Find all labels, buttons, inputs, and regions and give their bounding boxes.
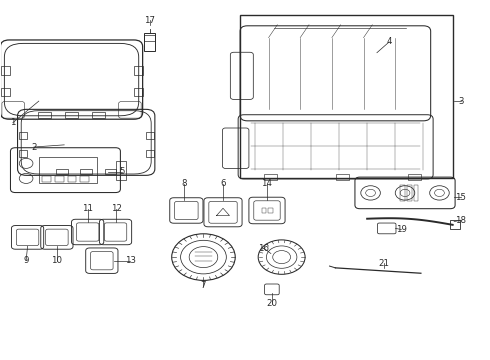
Text: 14: 14 [262,179,272,188]
Text: 5: 5 [119,167,124,176]
Bar [134,66,143,75]
Bar [55,176,64,182]
Text: 20: 20 [267,299,277,308]
Text: 6: 6 [220,179,226,188]
Bar [336,174,349,180]
Bar [80,176,89,182]
Bar [42,176,51,182]
Bar [146,149,154,157]
Text: 8: 8 [181,179,187,188]
Bar [400,185,405,201]
Text: 13: 13 [124,256,136,265]
Text: 11: 11 [82,204,93,213]
Bar [268,208,272,213]
Text: 9: 9 [24,256,29,265]
Bar [19,132,27,139]
Text: 2: 2 [31,143,37,152]
Text: 4: 4 [387,37,392,46]
Bar [19,149,27,157]
Bar [38,112,51,118]
Text: 1: 1 [10,118,16,127]
Bar [240,15,453,178]
Text: 3: 3 [458,96,464,105]
Bar [145,35,155,41]
Text: 10: 10 [51,256,62,265]
Text: 7: 7 [201,281,206,290]
Bar [1,66,10,75]
Bar [65,112,78,118]
Bar [105,168,117,174]
Bar [68,176,76,182]
Bar [450,220,460,229]
Text: 18: 18 [456,216,466,225]
Bar [92,112,105,118]
Bar [56,168,68,174]
Bar [408,174,421,180]
Bar [116,161,126,180]
Text: 21: 21 [379,259,390,268]
Text: 16: 16 [258,244,269,253]
Text: 17: 17 [144,16,155,25]
Bar [146,132,154,139]
Bar [414,185,418,201]
Bar [262,208,266,213]
Bar [80,168,92,174]
Bar [134,88,143,96]
Bar [264,174,277,180]
Text: 12: 12 [111,204,122,213]
Bar [39,157,97,183]
Bar [407,185,412,201]
Bar [145,33,155,50]
Text: 19: 19 [396,225,407,234]
Text: 15: 15 [456,193,466,202]
Bar [1,88,10,96]
